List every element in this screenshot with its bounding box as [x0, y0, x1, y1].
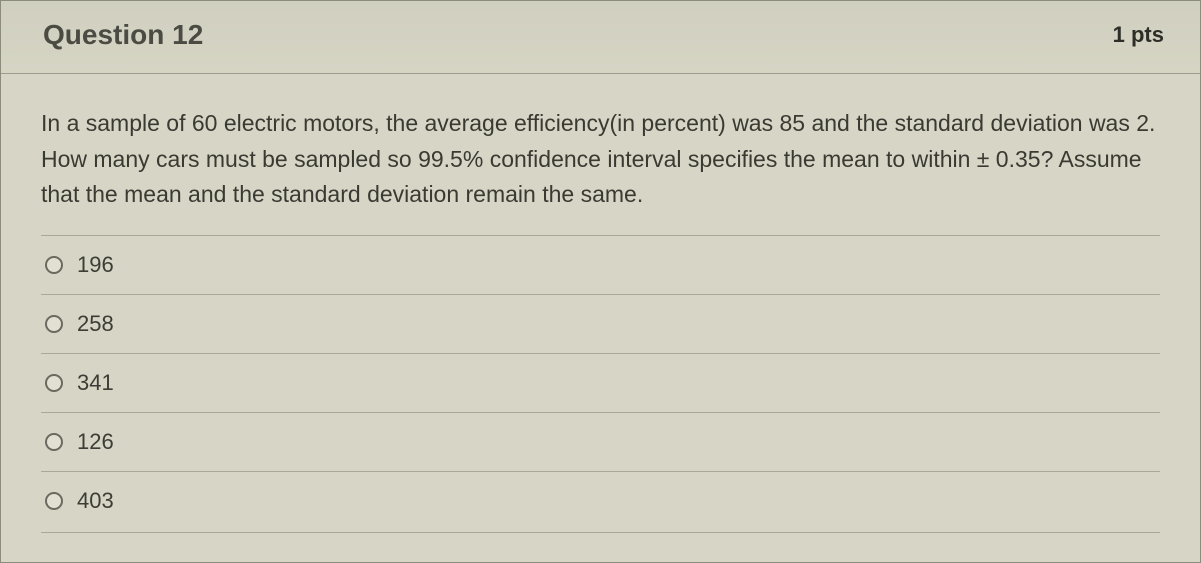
question-header: Question 12 1 pts: [1, 1, 1200, 74]
answer-label: 258: [77, 311, 114, 337]
question-title: Question 12: [43, 19, 203, 51]
radio-icon[interactable]: [45, 256, 63, 274]
question-card: Question 12 1 pts In a sample of 60 elec…: [0, 0, 1201, 563]
radio-icon[interactable]: [45, 433, 63, 451]
divider: [41, 532, 1160, 533]
radio-icon[interactable]: [45, 492, 63, 510]
answer-label: 196: [77, 252, 114, 278]
answer-option[interactable]: 258: [41, 294, 1160, 353]
question-text: In a sample of 60 electric motors, the a…: [41, 106, 1160, 213]
answer-label: 341: [77, 370, 114, 396]
answer-option[interactable]: 403: [41, 471, 1160, 530]
question-body: In a sample of 60 electric motors, the a…: [1, 74, 1200, 541]
answer-option[interactable]: 126: [41, 412, 1160, 471]
radio-icon[interactable]: [45, 315, 63, 333]
answer-label: 126: [77, 429, 114, 455]
answer-option[interactable]: 341: [41, 353, 1160, 412]
question-points: 1 pts: [1113, 22, 1164, 48]
answer-label: 403: [77, 488, 114, 514]
radio-icon[interactable]: [45, 374, 63, 392]
answer-option[interactable]: 196: [41, 235, 1160, 294]
answer-list: 196 258 341 126 403: [41, 235, 1160, 533]
